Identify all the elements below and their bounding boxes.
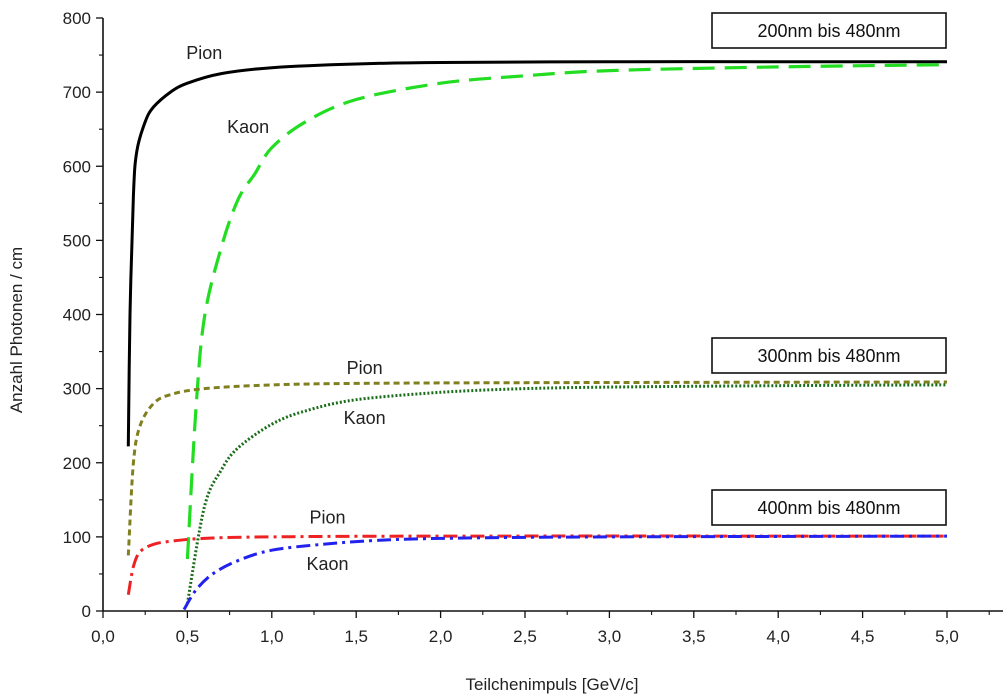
x-tick-label: 0,0: [91, 627, 115, 646]
curve-label-pion: Pion: [309, 508, 345, 528]
range-box: [711, 489, 947, 526]
range-box-label: 300nm bis 480nm: [757, 346, 900, 366]
range-box: [711, 12, 947, 49]
x-tick-label: 1,5: [344, 627, 368, 646]
y-axis-ticks: 0 100 200 300 400 500 600 700 800: [63, 9, 103, 621]
y-tick-label: 600: [63, 157, 91, 176]
y-tick-label: 700: [63, 83, 91, 102]
y-tick-label: 100: [63, 528, 91, 547]
x-tick-label: 2,0: [429, 627, 453, 646]
series-3-pion-line: [126, 534, 948, 595]
curve-label-kaon: Kaon: [306, 554, 348, 574]
curve-label-pion: Pion: [186, 43, 222, 63]
series-1-kaon-line: [185, 63, 948, 560]
x-axis-title: Teilchenimpuls [GeV/c]: [466, 675, 639, 694]
series-2-kaon-line: [185, 383, 948, 604]
y-tick-label: 200: [63, 454, 91, 473]
x-tick-label: 4,5: [851, 627, 875, 646]
y-tick-label: 300: [63, 380, 91, 399]
range-box-label: 200nm bis 480nm: [757, 21, 900, 41]
curve-labels: Pion Kaon Pion Kaon Pion Kaon: [186, 43, 385, 574]
series-3-kaon-line: [182, 534, 948, 611]
curve-label-pion: Pion: [347, 358, 383, 378]
x-tick-label: 2,5: [513, 627, 537, 646]
x-axis-ticks: 0,0 0,5 1,0 1,5 2,0 2,5 3,0 3,5 4,0 4,5 5,0: [91, 611, 990, 646]
y-tick-label: 800: [63, 9, 91, 28]
x-tick-label: 4,0: [766, 627, 790, 646]
series-2-pion-line: [126, 380, 948, 556]
x-tick-label: 1,0: [260, 627, 284, 646]
x-tick-label: 3,5: [682, 627, 706, 646]
y-tick-label: 0: [82, 602, 91, 621]
y-tick-label: 400: [63, 306, 91, 325]
x-tick-label: 3,0: [598, 627, 622, 646]
curve-label-kaon: Kaon: [227, 117, 269, 137]
x-tick-label: 0,5: [176, 627, 200, 646]
curve-label-kaon: Kaon: [344, 408, 386, 428]
range-box: [711, 337, 947, 374]
x-tick-label: 5,0: [935, 627, 959, 646]
series-1-pion-line: [126, 60, 947, 447]
series-layer: [126, 60, 948, 611]
range-box-label: 400nm bis 480nm: [757, 498, 900, 518]
y-axis-title: Anzahl Photonen / cm: [7, 247, 26, 413]
wavelength-range-boxes: 200nm bis 480nm 300nm bis 480nm 400nm bis …: [711, 12, 947, 526]
y-tick-label: 500: [63, 231, 91, 250]
